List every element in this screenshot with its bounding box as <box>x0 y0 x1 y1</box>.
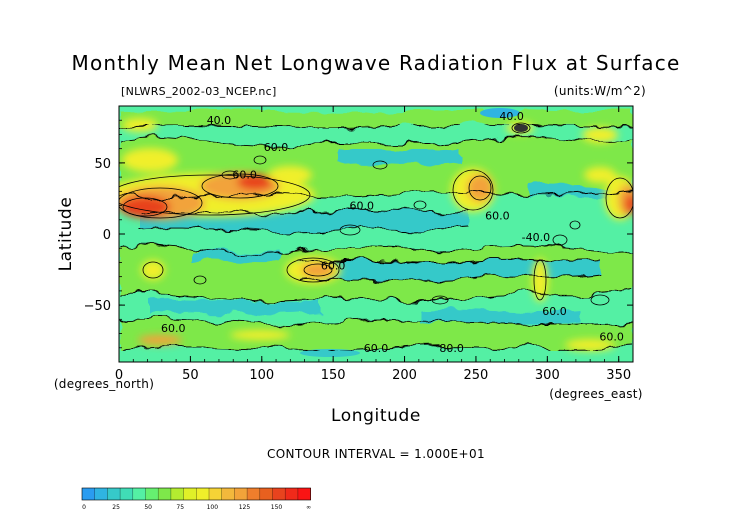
colorbar-segment <box>158 488 172 500</box>
colorbar-tick-label: 125 <box>239 504 251 511</box>
colorbar-segment <box>170 488 184 500</box>
contour-lines <box>119 123 633 352</box>
region-contours <box>119 122 633 306</box>
contour-label: -40.0 <box>522 231 550 244</box>
colorbar-segment <box>120 488 134 500</box>
axis-ticks: 0 50 100 150 200 250 300 350 50 0 −50 <box>84 106 633 383</box>
colorbar-segment <box>196 488 210 500</box>
units-label: (units:W/m^2) <box>554 84 646 98</box>
contour-label: 40.0 <box>499 110 524 123</box>
colorbar-tick-label: 100 <box>207 504 219 511</box>
colorbar-segment <box>132 488 146 500</box>
colorbar-segment <box>259 488 273 500</box>
contour-label: 40.0 <box>207 114 232 127</box>
high-flux-regions <box>119 118 633 351</box>
x-tick-label: 150 <box>321 368 346 383</box>
contour-label: 60.0 <box>542 305 567 318</box>
colorbar: 0 25 50 75 100 125 150 ∞ <box>81 487 311 511</box>
colorbar-segment <box>247 488 261 500</box>
colorbar-segment <box>107 488 121 500</box>
x-axis-label: Longitude <box>331 406 421 426</box>
colorbar-segment <box>297 488 311 500</box>
colorbar-segment <box>221 488 235 500</box>
plot-area: 40.0 40.0 60.0 60.0 60.0 60.0 -40.0 60.0 60.0 60.… <box>119 106 633 362</box>
x-tick-label: 100 <box>249 368 274 383</box>
y-tick-label: 50 <box>94 157 111 172</box>
colorbar-tick-label: 75 <box>176 504 184 511</box>
y-tick-label: 0 <box>103 228 111 243</box>
y-units-label: (degrees_north) <box>54 377 154 391</box>
contour-label: 60.0 <box>321 259 346 272</box>
contour-label: 60.0 <box>161 322 186 335</box>
x-units-label: (degrees_east) <box>549 387 643 401</box>
colorbar-tick-label: 0 <box>82 504 86 511</box>
contour-labels: 40.0 40.0 60.0 60.0 60.0 60.0 -40.0 60.0 60.0 60.… <box>161 110 624 355</box>
colorbar-segment <box>145 488 159 500</box>
low-flux-spots <box>300 108 528 357</box>
y-axis-label: Latitude <box>56 197 76 272</box>
colorbar-tick-label: 50 <box>144 504 152 511</box>
colorbar-segment <box>272 488 286 500</box>
contour-label: 80.0 <box>439 342 464 355</box>
source-file-label: [NLWRS_2002-03_NCEP.nc] <box>121 85 277 98</box>
x-tick-label: 0 <box>115 368 123 383</box>
contour-label: 60.0 <box>264 141 289 154</box>
x-tick-label: 200 <box>392 368 417 383</box>
colorbar-segment <box>183 488 197 500</box>
colorbar-segment <box>94 488 108 500</box>
contour-label: 60.0 <box>232 168 257 181</box>
colorbar-segment <box>285 488 299 500</box>
colorbar-tick-label: ∞ <box>306 504 311 511</box>
x-tick-label: 50 <box>182 368 199 383</box>
contour-interval-label: CONTOUR INTERVAL = 1.000E+01 <box>267 447 485 461</box>
contour-label: 60.0 <box>364 342 389 355</box>
chart-title: Monthly Mean Net Longwave Radiation Flux… <box>72 51 681 75</box>
contour-label: 60.0 <box>485 210 510 223</box>
colorbar-segment <box>209 488 222 500</box>
colorbar-segment <box>82 488 95 500</box>
contour-label: 60.0 <box>599 330 624 343</box>
colorbar-segment <box>234 488 248 500</box>
x-tick-label: 300 <box>535 368 560 383</box>
contour-label: 60.0 <box>349 200 374 213</box>
x-tick-label: 250 <box>464 368 489 383</box>
colorbar-tick-label: 150 <box>271 504 283 511</box>
y-tick-label: −50 <box>84 299 111 314</box>
x-tick-label: 350 <box>606 368 631 383</box>
colorbar-tick-label: 25 <box>112 504 120 511</box>
